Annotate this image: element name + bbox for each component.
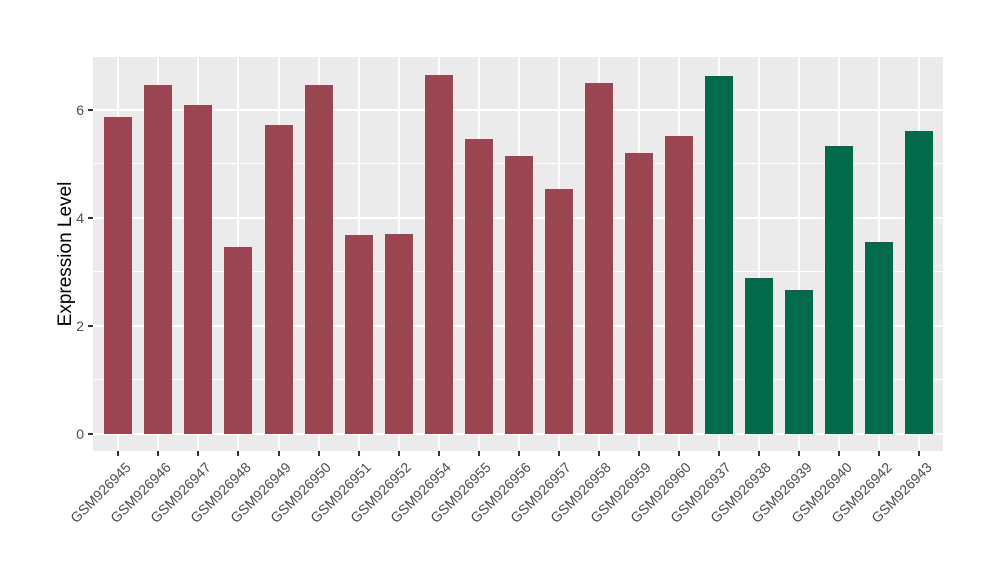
x-tick-mark (477, 451, 480, 456)
y-tick-mark (88, 324, 93, 327)
bar-GSM926939 (785, 289, 814, 434)
bar-GSM926959 (624, 153, 653, 434)
x-tick-mark (317, 451, 320, 456)
x-tick-mark (517, 451, 520, 456)
y-tick-mark (88, 216, 93, 219)
x-tick-mark (918, 451, 921, 456)
vertical-gridline (758, 57, 761, 451)
x-tick-mark (557, 451, 560, 456)
bar-GSM926938 (745, 277, 774, 434)
bar-GSM926946 (144, 85, 173, 434)
bar-GSM926957 (544, 188, 573, 434)
bar-GSM926949 (264, 125, 293, 434)
x-tick-mark (878, 451, 881, 456)
bar-GSM926945 (104, 116, 133, 434)
bar-GSM926954 (424, 74, 453, 434)
bar-GSM926955 (464, 139, 493, 434)
y-tick-label: 2 (76, 317, 84, 334)
x-tick-mark (277, 451, 280, 456)
x-tick-mark (798, 451, 801, 456)
bar-GSM926960 (665, 136, 693, 434)
x-tick-mark (838, 451, 841, 456)
y-tick-label: 0 (76, 425, 84, 442)
bar-GSM926956 (504, 155, 533, 434)
bar-GSM926937 (705, 75, 734, 434)
x-tick-mark (637, 451, 640, 456)
x-tick-mark (718, 451, 721, 456)
x-tick-mark (397, 451, 400, 456)
y-tick-label: 4 (76, 209, 84, 226)
x-tick-mark (758, 451, 761, 456)
bar-GSM926951 (344, 235, 373, 434)
vertical-gridline (798, 57, 801, 451)
x-tick-mark (157, 451, 160, 456)
bar-GSM926948 (224, 246, 253, 434)
x-tick-mark (597, 451, 600, 456)
bar-GSM926952 (384, 233, 413, 434)
bar-GSM926950 (304, 84, 333, 434)
y-tick-mark (88, 432, 93, 435)
x-tick-mark (357, 451, 360, 456)
bar-GSM926943 (905, 130, 934, 434)
bar-GSM926942 (865, 241, 894, 434)
bar-GSM926940 (825, 146, 854, 434)
x-tick-mark (237, 451, 240, 456)
y-tick-mark (88, 108, 93, 111)
y-tick-label: 6 (76, 101, 84, 118)
plot-panel (93, 57, 943, 451)
x-tick-mark (197, 451, 200, 456)
x-tick-mark (437, 451, 440, 456)
y-axis-title: Expression Level (55, 181, 76, 327)
bar-GSM926958 (584, 83, 613, 434)
x-tick-mark (678, 451, 680, 456)
bar-GSM926947 (184, 104, 213, 434)
x-tick-mark (117, 451, 120, 456)
